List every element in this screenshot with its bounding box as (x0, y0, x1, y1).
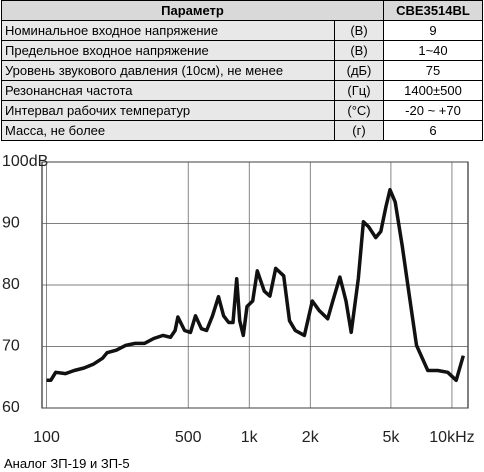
x-tick-label: 2k (302, 429, 320, 446)
cell: 1~40 (383, 40, 483, 61)
row: Масса, не более (г) 6 (1, 120, 483, 141)
cell: Номинальное входное напряжение (1, 20, 335, 41)
response-line (46, 187, 465, 383)
cell: Резонансная частота (1, 80, 335, 101)
row: Номинальное входное напряжение (В) 9 (1, 20, 483, 41)
cell: (дБ) (334, 60, 384, 81)
x-tick-label: 100 (33, 429, 60, 446)
spec-table: Параметр CBE3514BL Номинальное входное на… (1, 0, 483, 141)
cell: 75 (383, 60, 483, 81)
cell: (Гц) (334, 80, 384, 101)
x-tick-label: 5k (382, 429, 400, 446)
cell: -20 ~ +70 (383, 100, 483, 121)
y-tick-label: 80 (2, 276, 20, 293)
cell: Предельное входное напряжение (1, 40, 335, 61)
row: Интервал рабочих температур (°C) -20 ~ +70 (1, 100, 483, 121)
cell: (°C) (334, 100, 384, 121)
row: Резонансная частота (Гц) 1400±500 (1, 80, 483, 101)
caption: Аналог ЗП-19 и ЗП-5 (4, 456, 130, 471)
cell: (В) (334, 20, 384, 41)
cell: (г) (334, 120, 384, 141)
y-tick-label: 90 (2, 215, 20, 232)
cell: Интервал рабочих температур (1, 100, 335, 121)
cell: (В) (334, 40, 384, 61)
row: Предельное входное напряжение (В) 1~40 (1, 40, 483, 61)
cell: Масса, не более (1, 120, 335, 141)
x-tick-label: 1k (241, 429, 259, 446)
chart: 60 70 80 90 100dB 100 500 1k 2k 5k 10kHz (2, 153, 475, 446)
y-tick-label: 60 (2, 399, 20, 416)
cell: 9 (383, 20, 483, 41)
row: Уровень звукового давления (10см), не ме… (1, 60, 483, 81)
header-cell: CBE3514BL (383, 0, 483, 21)
y-tick-label: 70 (2, 338, 20, 355)
y-tick-label: 100dB (2, 153, 48, 170)
x-tick-label: 500 (175, 429, 202, 446)
cell: 6 (383, 120, 483, 141)
cell: 1400±500 (383, 80, 483, 101)
cell: Уровень звукового давления (10см), не ме… (1, 60, 335, 81)
x-tick-label: 10kHz (429, 429, 474, 446)
header-cell: Параметр (1, 0, 384, 21)
